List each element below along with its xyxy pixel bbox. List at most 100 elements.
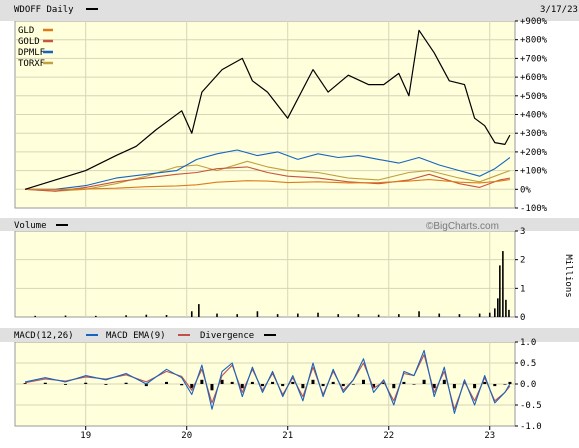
series-line-wdoff [24, 29, 511, 190]
divergence-bar [432, 384, 436, 389]
series-line-gld [25, 179, 510, 191]
y-tick-label: +800% [520, 36, 548, 46]
volume-bar [493, 308, 496, 317]
y-tick-label: 0% [520, 185, 531, 195]
volume-bar [478, 313, 481, 317]
volume-bar [145, 314, 148, 317]
volume-bar [357, 314, 360, 317]
divergence-bar [508, 381, 512, 384]
data-layer [23, 29, 512, 414]
divergence-bar [64, 384, 68, 385]
volume-bar [95, 315, 97, 317]
divergence-bar [210, 384, 214, 391]
y-tick-label: 0 [520, 313, 525, 323]
divergence-bar [165, 381, 169, 384]
y-tick-label: 1 [520, 284, 525, 294]
volume-bar [458, 314, 461, 317]
volume-bar [317, 312, 319, 317]
x-tick-label: 20 [181, 431, 192, 441]
divergence-bar [341, 384, 345, 387]
volume-unit-label: Millions [563, 254, 573, 297]
y-tick-label: +700% [520, 54, 548, 64]
y-tick-label: 0.5 [520, 359, 536, 369]
volume-bar [216, 313, 218, 317]
macd-legend-ema: MACD EMA(9) [106, 331, 166, 341]
legend-label: GOLD [18, 37, 40, 47]
volume-bar [64, 315, 67, 317]
y-tick-label: 3 [520, 227, 525, 237]
divergence-bar [124, 382, 128, 384]
volume-header-bar [0, 218, 579, 231]
divergence-bar [452, 384, 456, 389]
divergence-bar [250, 381, 254, 384]
y-tick-label: -100% [520, 204, 548, 214]
price-header-bar [0, 0, 579, 21]
y-tick-label: -0.5 [520, 401, 542, 411]
volume-bar [125, 315, 127, 317]
divergence-bar [493, 384, 497, 387]
volume-bar [198, 304, 200, 317]
volume-bar [276, 314, 279, 317]
divergence-bar [281, 384, 285, 387]
divergence-bar [311, 379, 315, 384]
x-tick-label: 19 [80, 431, 91, 441]
volume-bar [377, 314, 380, 317]
axes-layer: +900% +800% +700% +600% +500% +400% +300% +200%… [80, 17, 547, 441]
macd-legend-macd: MACD(12,26) [14, 331, 74, 341]
divergence-bar [412, 384, 416, 385]
volume-bar [256, 311, 259, 317]
legend-label: GLD [18, 26, 34, 36]
divergence-bar [392, 384, 396, 389]
divergence-bar [271, 381, 275, 384]
y-tick-label: -1.0 [520, 422, 542, 432]
x-tick-label: 23 [484, 431, 495, 441]
divergence-bar [240, 384, 244, 389]
divergence-bar [291, 381, 295, 384]
divergence-bar [43, 382, 47, 384]
y-tick-label: +900% [520, 17, 548, 27]
y-tick-label: 1.0 [520, 338, 536, 348]
legend-label: TORXF [18, 59, 45, 69]
divergence-bar [442, 379, 446, 384]
y-tick-label: +500% [520, 92, 548, 102]
y-tick-label: +100% [520, 167, 548, 177]
legend-label: DPMLF [18, 48, 45, 58]
divergence-bar [260, 384, 264, 387]
x-tick-label: 22 [383, 431, 394, 441]
divergence-bar [230, 381, 234, 384]
volume-panel-plot [14, 230, 516, 318]
volume-bar [190, 311, 193, 317]
x-tick-label: 21 [282, 431, 293, 441]
volume-watermark: ©BigCharts.com [426, 221, 499, 232]
volume-bar [418, 311, 420, 317]
y-tick-label: +400% [520, 111, 548, 121]
series-line-macd-12-26 [24, 349, 511, 414]
divergence-bar [180, 384, 184, 386]
volume-bar [165, 314, 168, 317]
series-line-torxf [25, 160, 511, 192]
divergence-bar [473, 384, 477, 389]
volume-bar [488, 312, 491, 317]
divergence-bar [331, 381, 335, 384]
divergence-bar [372, 384, 376, 389]
volume-bar [502, 251, 504, 317]
volume-bar [34, 315, 37, 317]
volume-bar [438, 313, 441, 317]
y-tick-label: +300% [520, 129, 548, 139]
divergence-bar [144, 384, 148, 387]
volume-bar [337, 314, 340, 317]
divergence-bar [321, 384, 325, 387]
y-tick-label: 0.0 [520, 380, 536, 390]
divergence-bar [483, 381, 487, 384]
divergence-bar [402, 381, 406, 384]
divergence-bar [422, 379, 426, 384]
volume-bar [508, 309, 510, 317]
divergence-bar [104, 384, 108, 385]
divergence-bar [503, 384, 507, 385]
divergence-bar [190, 384, 194, 389]
divergence-bar [301, 384, 305, 389]
divergence-bar [351, 384, 355, 385]
